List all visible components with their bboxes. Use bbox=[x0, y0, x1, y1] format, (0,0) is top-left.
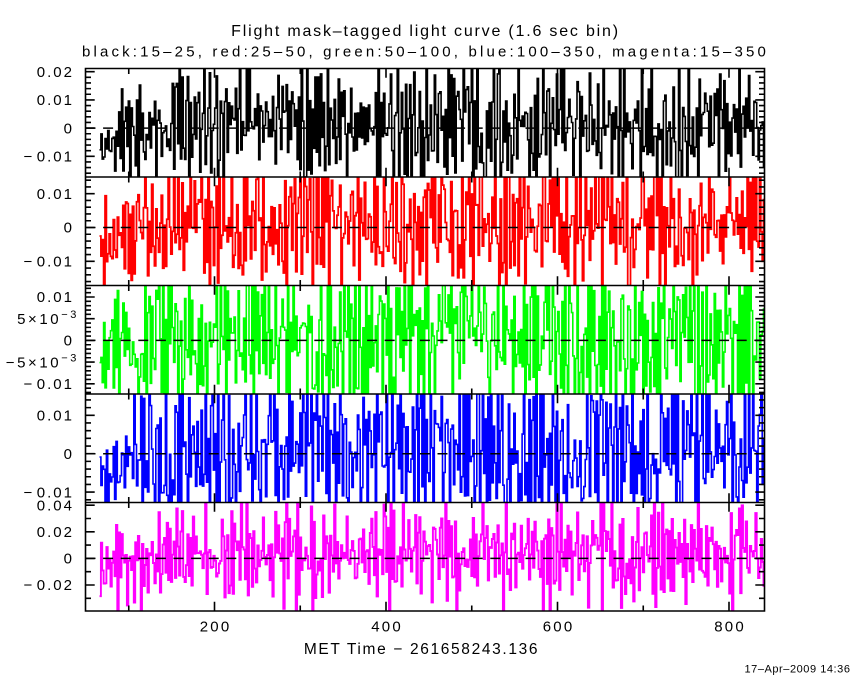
svg-text:0.01: 0.01 bbox=[37, 92, 74, 109]
svg-text:−0.01: −0.01 bbox=[24, 376, 74, 393]
svg-text:0: 0 bbox=[64, 220, 74, 237]
svg-text:17–Apr–2009 14:36: 17–Apr–2009 14:36 bbox=[745, 664, 850, 676]
svg-text:0: 0 bbox=[64, 333, 74, 350]
svg-text:0.01: 0.01 bbox=[37, 186, 74, 203]
svg-text:600: 600 bbox=[543, 619, 575, 636]
svg-text:0.04: 0.04 bbox=[37, 497, 74, 514]
svg-text:0: 0 bbox=[64, 551, 74, 568]
svg-text:−0.02: −0.02 bbox=[24, 577, 74, 594]
svg-text:0: 0 bbox=[64, 446, 74, 463]
svg-text:0.01: 0.01 bbox=[37, 408, 74, 425]
svg-text:Flight mask–tagged light curve: Flight mask–tagged light curve (1.6 sec … bbox=[231, 23, 620, 40]
svg-text:0: 0 bbox=[64, 120, 74, 137]
svg-text:800: 800 bbox=[714, 619, 746, 636]
svg-text:0.02: 0.02 bbox=[37, 524, 74, 541]
svg-text:−0.01: −0.01 bbox=[24, 254, 74, 271]
svg-text:MET Time − 261658243.136: MET Time − 261658243.136 bbox=[304, 641, 539, 658]
svg-text:200: 200 bbox=[200, 619, 232, 636]
svg-text:black:15–25, red:25–50, green:: black:15–25, red:25–50, green:50–100, bl… bbox=[82, 44, 769, 61]
svg-text:0.02: 0.02 bbox=[37, 64, 74, 81]
svg-text:400: 400 bbox=[371, 619, 403, 636]
svg-text:0.01: 0.01 bbox=[37, 289, 74, 306]
svg-text:−0.01: −0.01 bbox=[24, 149, 74, 166]
